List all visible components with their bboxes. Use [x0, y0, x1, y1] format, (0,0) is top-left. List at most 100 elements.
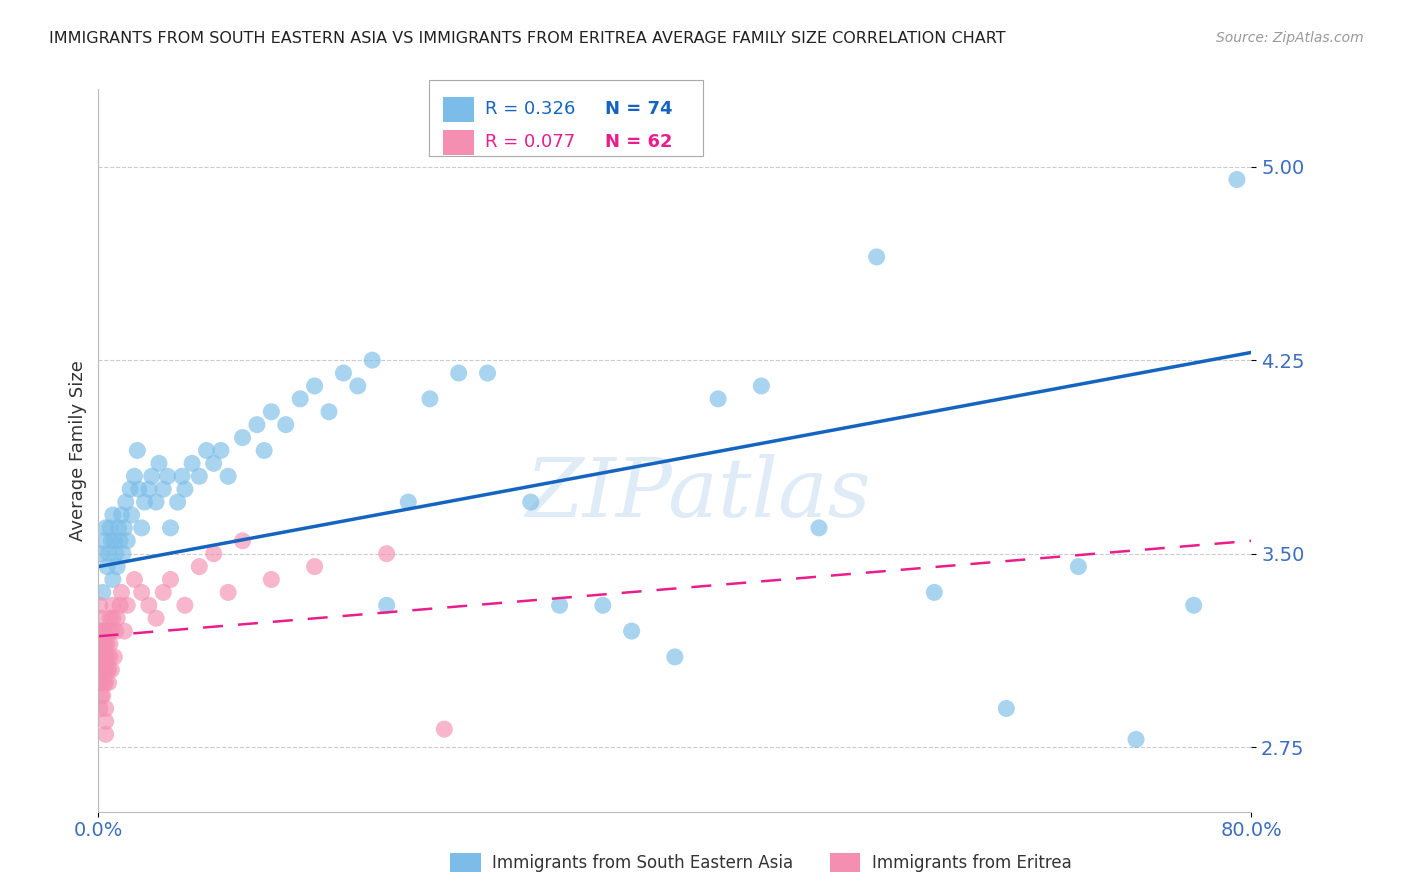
Point: [94, 701, 117, 715]
Point: [98, 637, 121, 651]
Point: [202, 547, 225, 561]
Point: [117, 599, 139, 613]
Point: [96, 637, 118, 651]
Point: [174, 482, 197, 496]
Point: [96, 559, 118, 574]
Point: [1125, 732, 1147, 747]
Point: [108, 599, 131, 613]
Point: [111, 547, 134, 561]
Point: [159, 573, 181, 587]
Point: [202, 456, 225, 470]
Point: [361, 353, 384, 368]
Point: [94, 727, 117, 741]
Point: [93, 649, 115, 664]
Point: [707, 392, 730, 406]
Point: [90, 663, 112, 677]
Point: [231, 431, 254, 445]
Point: [131, 521, 153, 535]
Point: [107, 521, 129, 535]
Point: [1182, 599, 1205, 613]
Point: [97, 663, 120, 677]
Point: [419, 392, 441, 406]
Point: [112, 521, 135, 535]
Point: [97, 624, 120, 638]
Point: [96, 649, 118, 664]
Text: Source: ZipAtlas.com: Source: ZipAtlas.com: [1216, 31, 1364, 45]
Point: [152, 585, 174, 599]
Point: [127, 443, 149, 458]
Point: [995, 701, 1018, 715]
Point: [152, 482, 174, 496]
Point: [93, 675, 115, 690]
Point: [159, 521, 181, 535]
Text: ZIPatlas: ZIPatlas: [526, 454, 870, 533]
Point: [156, 469, 179, 483]
Point: [103, 649, 125, 664]
Point: [209, 443, 232, 458]
Point: [121, 508, 143, 522]
Point: [128, 482, 150, 496]
Point: [592, 599, 614, 613]
Point: [104, 547, 127, 561]
Point: [188, 559, 211, 574]
Point: [664, 649, 686, 664]
Point: [100, 533, 122, 548]
Point: [89, 599, 111, 613]
Point: [98, 611, 121, 625]
Point: [91, 663, 114, 677]
Text: Immigrants from South Eastern Asia: Immigrants from South Eastern Asia: [492, 854, 793, 871]
Point: [217, 469, 239, 483]
Text: N = 62: N = 62: [605, 134, 672, 152]
Point: [117, 533, 139, 548]
Point: [94, 521, 117, 535]
Point: [131, 585, 153, 599]
Point: [808, 521, 831, 535]
Text: IMMIGRANTS FROM SOUTH EASTERN ASIA VS IMMIGRANTS FROM ERITREA AVERAGE FAMILY SIZ: IMMIGRANTS FROM SOUTH EASTERN ASIA VS IM…: [49, 31, 1005, 46]
Point: [112, 624, 135, 638]
Point: [548, 599, 571, 613]
Point: [104, 624, 127, 638]
Point: [447, 366, 470, 380]
Text: Immigrants from Eritrea: Immigrants from Eritrea: [872, 854, 1071, 871]
Point: [94, 714, 117, 729]
Point: [166, 495, 188, 509]
Point: [120, 482, 142, 496]
Point: [94, 675, 117, 690]
Point: [97, 547, 120, 561]
Point: [1067, 559, 1090, 574]
Point: [274, 417, 297, 432]
Point: [101, 599, 124, 613]
Text: R = 0.077: R = 0.077: [485, 134, 575, 152]
Y-axis label: Average Family Size: Average Family Size: [69, 360, 87, 541]
Point: [89, 701, 111, 715]
Point: [346, 379, 368, 393]
Point: [90, 637, 112, 651]
Point: [91, 624, 114, 638]
Point: [188, 469, 211, 483]
Point: [260, 405, 283, 419]
Point: [93, 533, 115, 548]
Point: [433, 722, 456, 736]
Point: [304, 559, 326, 574]
Point: [105, 611, 128, 625]
Point: [148, 456, 170, 470]
Point: [105, 559, 128, 574]
Point: [866, 250, 889, 264]
Point: [304, 379, 326, 393]
Point: [260, 573, 283, 587]
Point: [89, 649, 111, 664]
Point: [114, 495, 136, 509]
Point: [217, 585, 239, 599]
Point: [97, 675, 120, 690]
Point: [90, 547, 112, 561]
Point: [141, 469, 163, 483]
Point: [100, 663, 122, 677]
Point: [396, 495, 419, 509]
Point: [103, 533, 125, 548]
Point: [174, 599, 197, 613]
Point: [751, 379, 773, 393]
Text: R = 0.326: R = 0.326: [485, 100, 575, 118]
Point: [90, 675, 112, 690]
Point: [89, 624, 111, 638]
Point: [231, 533, 254, 548]
